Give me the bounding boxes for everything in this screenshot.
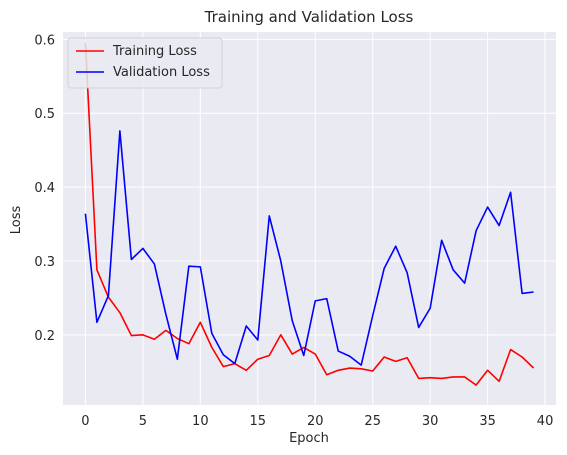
x-tick-label: 20 <box>307 414 324 429</box>
x-tick-label: 0 <box>81 414 89 429</box>
legend-box <box>67 37 223 89</box>
legend-label-training: Training Loss <box>112 44 197 59</box>
y-tick-label: 0.2 <box>34 329 55 344</box>
x-axis-label: Epoch <box>289 431 329 446</box>
y-tick-label: 0.4 <box>34 181 55 196</box>
plot-background <box>63 32 556 405</box>
series-lines <box>84 43 535 386</box>
grid <box>63 32 556 405</box>
y-tick-label: 0.3 <box>34 255 55 270</box>
y-ticks: 0.2 0.3 0.4 0.5 0.6 <box>34 33 55 343</box>
y-axis-label: Loss <box>9 206 24 235</box>
x-tick-label: 25 <box>364 414 381 429</box>
x-tick-label: 10 <box>192 414 209 429</box>
chart-title: Training and Validation Loss <box>204 8 414 26</box>
legend-label-validation: Validation Loss <box>113 65 210 80</box>
validation-loss-line <box>84 130 534 366</box>
y-tick-label: 0.6 <box>34 33 55 48</box>
training-loss-line <box>84 43 535 386</box>
y-tick-label: 0.5 <box>34 107 55 122</box>
x-tick-label: 15 <box>250 414 267 429</box>
x-ticks: 0 5 10 15 20 25 30 35 40 <box>81 414 553 429</box>
x-tick-label: 40 <box>537 414 554 429</box>
legend: Training Loss Validation Loss <box>67 37 223 89</box>
x-tick-label: 5 <box>139 414 147 429</box>
x-tick-label: 35 <box>479 414 496 429</box>
x-tick-label: 30 <box>422 414 439 429</box>
